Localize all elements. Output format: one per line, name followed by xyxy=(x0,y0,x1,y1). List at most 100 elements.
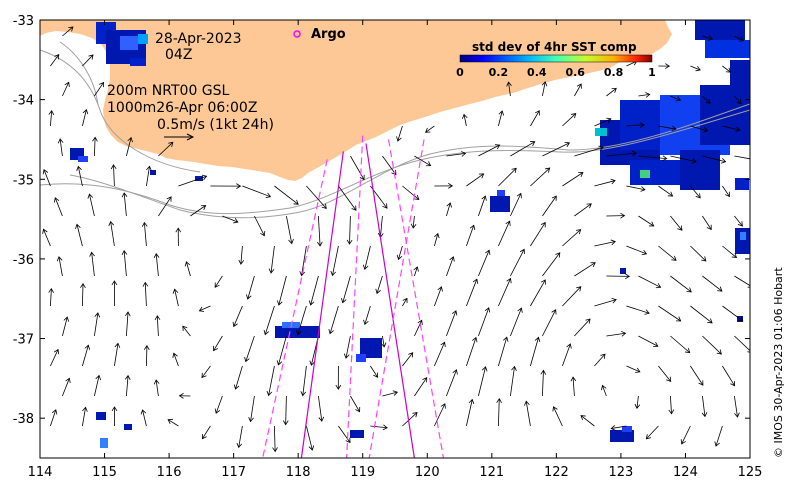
current-arrow xyxy=(446,310,458,337)
current-arrow xyxy=(530,221,546,247)
argo-track-dashed xyxy=(368,139,425,458)
current-arrow xyxy=(478,366,488,397)
current-arrow xyxy=(626,365,641,373)
current-arrow xyxy=(402,185,420,200)
current-arrow xyxy=(530,167,551,187)
current-arrow xyxy=(498,167,517,187)
colorbar xyxy=(459,54,653,63)
current-arrow xyxy=(82,406,88,427)
current-arrow xyxy=(114,342,121,367)
current-arrow xyxy=(268,245,275,274)
current-arrow xyxy=(413,266,419,277)
current-arrow xyxy=(370,424,388,431)
current-arrow xyxy=(540,369,547,397)
current-arrow xyxy=(498,220,511,247)
current-arrow xyxy=(446,151,467,157)
current-arrow xyxy=(626,305,650,315)
current-arrow xyxy=(175,227,182,247)
argo-tracks xyxy=(262,135,445,458)
current-arrow xyxy=(396,245,403,261)
current-arrow xyxy=(670,335,691,354)
current-arrow xyxy=(110,164,117,187)
current-arrow xyxy=(48,287,55,307)
current-arrow xyxy=(498,277,512,307)
current-arrow xyxy=(57,138,64,157)
current-arrow xyxy=(328,305,339,335)
current-arrow xyxy=(62,377,71,397)
current-arrow xyxy=(167,419,179,427)
current-arrow xyxy=(542,141,571,157)
current-arrow xyxy=(346,215,353,245)
current-arrow xyxy=(201,365,211,379)
current-arrow xyxy=(702,155,727,164)
current-arrow xyxy=(562,343,572,367)
current-arrow xyxy=(446,202,452,217)
current-arrow xyxy=(734,215,743,227)
current-arrow xyxy=(244,335,255,363)
argo-track-solid xyxy=(365,143,415,458)
current-arrow xyxy=(542,195,557,217)
x-tick-label: 123 xyxy=(608,465,633,480)
argo-legend-marker xyxy=(293,30,301,38)
current-arrow xyxy=(124,311,131,337)
current-arrow xyxy=(82,344,91,367)
y-tick-label: -37 xyxy=(13,333,34,348)
current-arrow xyxy=(690,245,707,262)
current-arrow xyxy=(306,425,315,451)
current-arrow xyxy=(478,307,491,337)
current-arrow xyxy=(277,275,287,306)
current-arrow xyxy=(56,256,63,277)
argo-track-dashed xyxy=(262,159,328,458)
current-arrow xyxy=(48,109,55,127)
current-arrow xyxy=(734,155,750,160)
current-arrow xyxy=(690,125,709,133)
current-arrow xyxy=(75,223,83,247)
current-arrow xyxy=(121,249,128,277)
current-arrow xyxy=(530,279,546,307)
current-arrow xyxy=(402,297,408,307)
current-arrow xyxy=(658,305,682,322)
current-arrow xyxy=(87,193,95,217)
current-arrow xyxy=(638,335,659,348)
current-arrow xyxy=(308,275,319,306)
current-arrow xyxy=(266,365,275,397)
current-arrow xyxy=(158,196,172,217)
x-tick-label: 119 xyxy=(350,465,375,480)
current-arrow xyxy=(510,141,536,157)
current-arrow xyxy=(94,374,102,397)
current-arrow xyxy=(108,220,115,247)
current-arrow xyxy=(510,248,525,277)
current-arrow xyxy=(606,87,617,97)
current-arrow xyxy=(142,281,149,307)
current-arrow xyxy=(124,374,131,397)
current-arrow xyxy=(146,165,152,187)
current-arrow xyxy=(658,63,671,69)
current-arrow xyxy=(343,335,351,359)
current-arrow xyxy=(62,26,74,37)
current-arrow xyxy=(542,309,557,337)
current-arrow xyxy=(410,215,417,229)
current-arrow xyxy=(670,275,692,293)
current-arrow xyxy=(446,256,455,277)
argo-track-dashed xyxy=(387,139,445,458)
current-arrow xyxy=(702,215,712,231)
current-arrow xyxy=(668,395,675,415)
current-arrow xyxy=(141,221,148,247)
current-arrow xyxy=(670,215,683,231)
map-hour: 04Z xyxy=(165,47,192,63)
current-arrow xyxy=(382,155,397,176)
current-arrow xyxy=(121,192,128,217)
current-arrow xyxy=(42,168,51,187)
current-arrow xyxy=(734,275,750,288)
current-arrow xyxy=(143,344,150,367)
current-arrow xyxy=(634,395,641,410)
x-tick-label: 124 xyxy=(673,465,698,480)
current-arrow xyxy=(722,185,730,198)
current-arrow xyxy=(350,155,365,181)
map-date: 28-Apr-2023 xyxy=(155,31,242,47)
colorbar-ticks: 0 0.2 0.4 0.6 0.8 1 xyxy=(456,66,656,79)
current-arrow xyxy=(574,318,591,337)
current-arrow xyxy=(714,425,723,447)
current-arrow xyxy=(594,178,616,187)
current-arrow xyxy=(214,275,223,288)
